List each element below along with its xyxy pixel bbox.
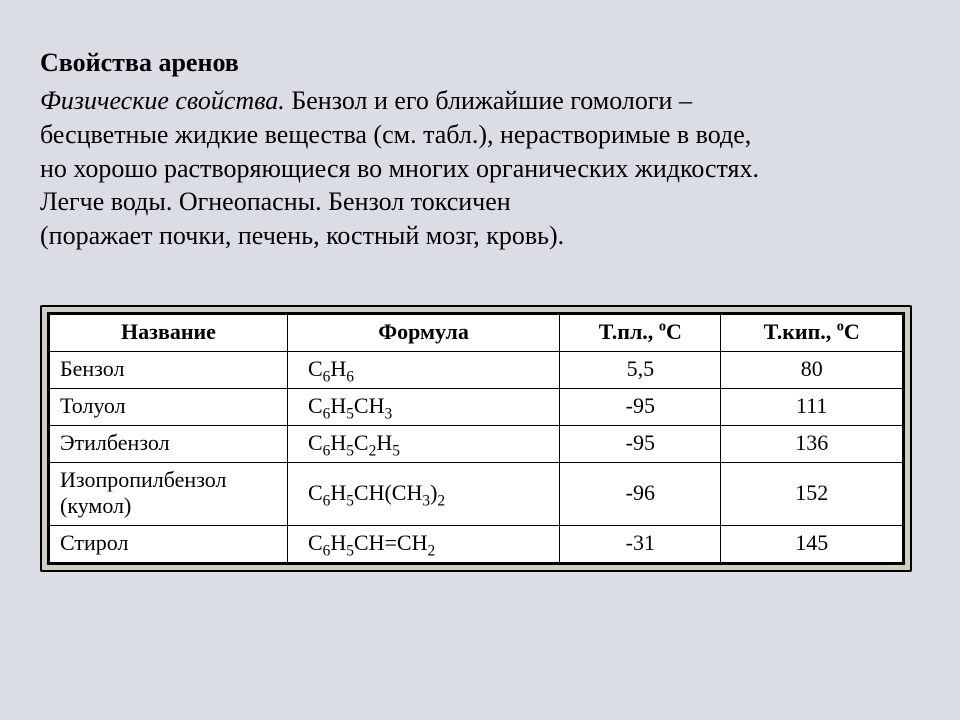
intro-line2: бесцветные жидкие вещества (см. табл.), … (40, 120, 751, 149)
column-header: T.пл., oC (560, 314, 721, 351)
compound-formula: C6H5CH(CH3)2 (287, 462, 559, 525)
properties-table: НазваниеФормулаT.пл., oCT.кип., oC Бензо… (49, 314, 903, 563)
slide: Свойства аренов Физические свойства. Бен… (0, 0, 960, 720)
compound-name: Толуол (50, 388, 288, 425)
compound-formula: C6H5CH3 (287, 388, 559, 425)
boiling-point: 152 (721, 462, 903, 525)
melting-point: -95 (560, 425, 721, 462)
table-outer-frame: НазваниеФормулаT.пл., oCT.кип., oC Бензо… (40, 305, 912, 572)
table-row: Изопропилбензол (кумол)C6H5CH(CH3)2-9615… (50, 462, 903, 525)
degree-symbol: o (659, 319, 666, 335)
melting-point: 5,5 (560, 351, 721, 388)
intro-line3: но хорошо растворяющиеся во многих орган… (40, 154, 759, 183)
intro-line5: (поражает почки, печень, костный мозг, к… (40, 221, 564, 250)
compound-name: Бензол (50, 351, 288, 388)
heading: Свойства аренов (40, 48, 920, 78)
compound-name: Изопропилбензол (кумол) (50, 462, 288, 525)
boiling-point: 145 (721, 525, 903, 562)
degree-symbol: o (837, 319, 844, 335)
intro-rest-line1: Бензол и его ближайшие гомологи – (285, 86, 692, 115)
compound-formula: C6H5CH=CH2 (287, 525, 559, 562)
intro-line4: Легче воды. Огнеопасны. Бензол токсичен (40, 187, 511, 216)
compound-formula: C6H5C2H5 (287, 425, 559, 462)
table-row: СтиролC6H5CH=CH2-31145 (50, 525, 903, 562)
column-header: Формула (287, 314, 559, 351)
compound-formula: C6H6 (287, 351, 559, 388)
compound-name: Этилбензол (50, 425, 288, 462)
column-header: T.кип., oC (721, 314, 903, 351)
table-row: ТолуолC6H5CH3-95111 (50, 388, 903, 425)
table-row: БензолC6H65,580 (50, 351, 903, 388)
table-body: БензолC6H65,580ТолуолC6H5CH3-95111Этилбе… (50, 351, 903, 562)
melting-point: -31 (560, 525, 721, 562)
boiling-point: 111 (721, 388, 903, 425)
intro-paragraph: Физические свойства. Бензол и его ближай… (40, 84, 920, 253)
melting-point: -95 (560, 388, 721, 425)
properties-table-wrap: НазваниеФормулаT.пл., oCT.кип., oC Бензо… (40, 305, 912, 572)
boiling-point: 80 (721, 351, 903, 388)
boiling-point: 136 (721, 425, 903, 462)
melting-point: -96 (560, 462, 721, 525)
intro-italic: Физические свойства. (40, 86, 285, 115)
table-inner-frame: НазваниеФормулаT.пл., oCT.кип., oC Бензо… (47, 312, 905, 565)
column-header: Название (50, 314, 288, 351)
compound-name: Стирол (50, 525, 288, 562)
table-row: ЭтилбензолC6H5C2H5-95136 (50, 425, 903, 462)
table-head: НазваниеФормулаT.пл., oCT.кип., oC (50, 314, 903, 351)
